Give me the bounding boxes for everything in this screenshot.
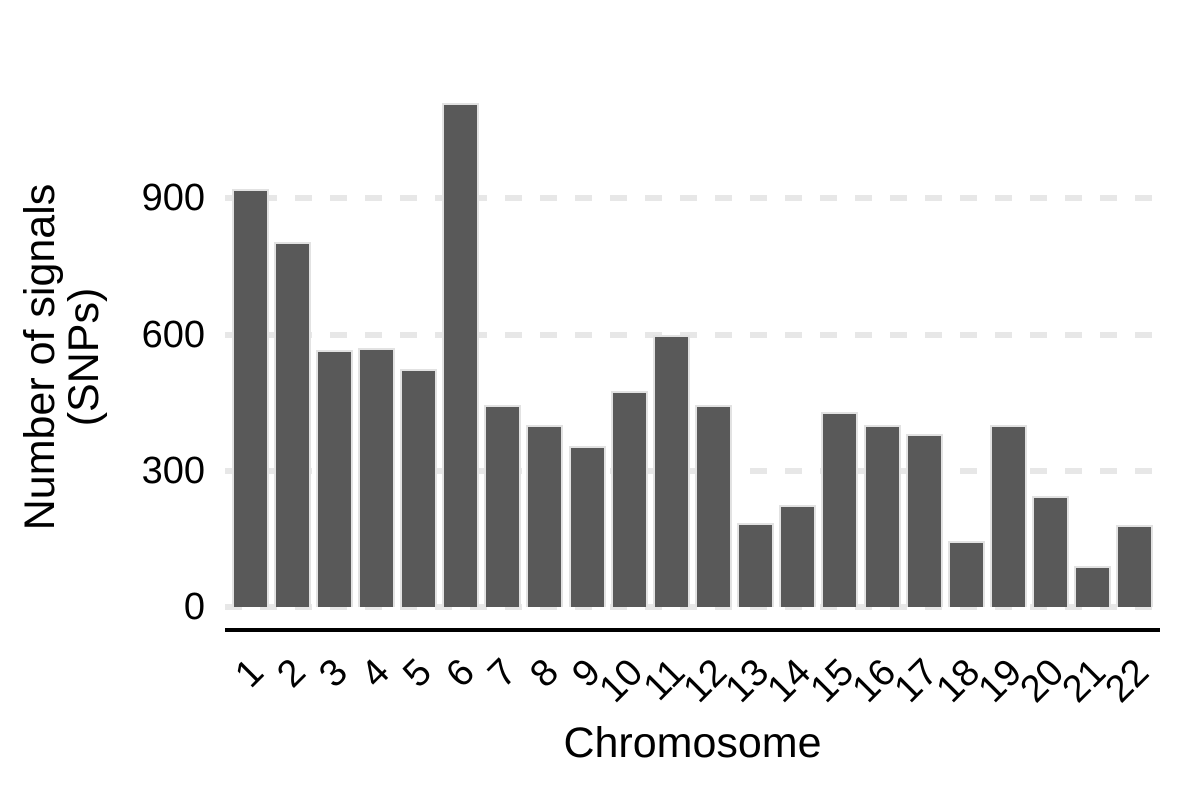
bar-chr18 [947, 541, 985, 607]
bar-chr4 [357, 348, 395, 607]
x-tick-label-5: 5 [395, 651, 441, 696]
bar-chr8 [526, 425, 564, 607]
x-tick-label-1: 1 [227, 651, 272, 696]
x-tick-label-4: 4 [353, 651, 399, 696]
gridline-900 [225, 195, 1160, 202]
gridline-0 [225, 604, 1160, 610]
bar-chr6 [442, 103, 480, 607]
bar-chr3 [315, 350, 353, 607]
y-axis-title: Number of signals (SNPs) [16, 183, 108, 531]
bar-chr19 [989, 425, 1027, 607]
x-tick-label-2: 2 [269, 651, 314, 696]
y-tick-label-900: 900 [141, 177, 205, 220]
bar-chr2 [273, 241, 311, 607]
bar-chr9 [568, 445, 606, 607]
y-tick-label-600: 600 [141, 313, 205, 356]
bar-chr16 [863, 425, 901, 607]
y-axis-title-line-2: (SNPs) [60, 287, 108, 427]
y-tick-label-300: 300 [141, 449, 205, 492]
bar-chr21 [1074, 566, 1112, 607]
bar-chr5 [400, 368, 438, 607]
bar-chr11 [652, 334, 690, 607]
bar-chr14 [779, 504, 817, 607]
x-tick-label-6: 6 [437, 651, 483, 696]
bar-chr13 [737, 523, 775, 607]
bar-chr22 [1116, 525, 1154, 607]
y-axis-title-line-1: Number of signals [16, 183, 64, 531]
x-axis-title: Chromosome [563, 719, 822, 767]
x-tick-label-7: 7 [480, 651, 525, 696]
bar-chr7 [484, 404, 522, 607]
bar-chr15 [821, 411, 859, 607]
bar-chr12 [694, 404, 732, 607]
gridline-300 [225, 467, 1160, 474]
gridline-600 [225, 331, 1160, 338]
x-tick-label-3: 3 [311, 651, 357, 696]
bar-chr1 [231, 189, 269, 607]
x-tick-label-8: 8 [522, 651, 567, 696]
bar-chr10 [610, 391, 648, 607]
x-axis-line [225, 628, 1160, 632]
x-tick-label-22: 22 [1097, 651, 1157, 711]
bar-chr17 [905, 434, 943, 607]
bar-chr20 [1032, 495, 1070, 607]
y-tick-label-0: 0 [183, 586, 205, 628]
